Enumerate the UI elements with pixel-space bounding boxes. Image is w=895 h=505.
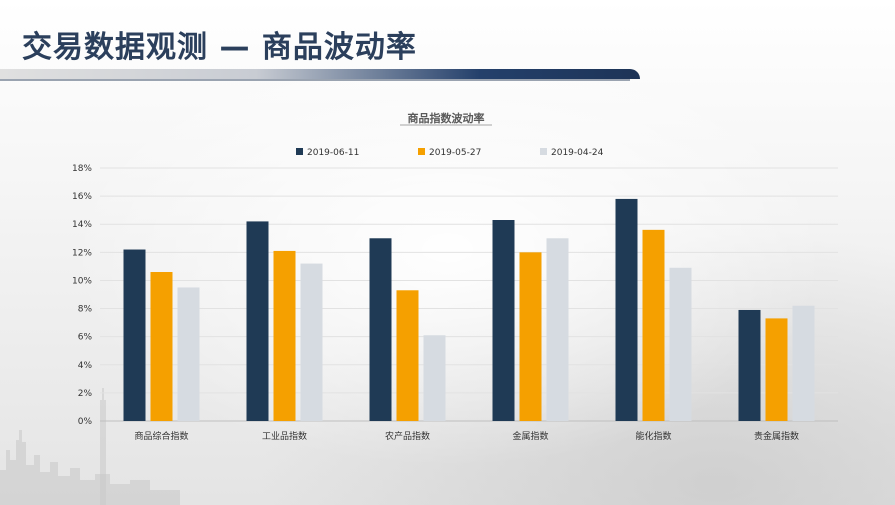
chart-bars (123, 198, 815, 421)
legend-label: 2019-06-11 (307, 148, 359, 158)
bar (738, 309, 761, 421)
x-tick-label: 贵金属指数 (754, 430, 799, 442)
y-tick-label: 6% (78, 333, 93, 343)
y-tick-label: 16% (72, 192, 92, 202)
x-tick-label: 工业品指数 (262, 430, 307, 442)
city-skyline-decoration (0, 388, 180, 505)
bar (642, 229, 665, 421)
bar (369, 238, 392, 421)
y-tick-label: 8% (78, 305, 93, 315)
y-tick-label: 0% (78, 417, 93, 427)
title-underline (0, 79, 630, 81)
bar (177, 287, 200, 421)
y-tick-label: 4% (78, 361, 93, 371)
bar (396, 290, 419, 421)
legend-label: 2019-04-24 (551, 148, 604, 158)
bar (423, 335, 446, 421)
chart-title: 商品指数波动率 (408, 111, 485, 125)
bar (615, 198, 638, 421)
legend-label: 2019-05-27 (429, 148, 481, 158)
bar (273, 250, 296, 421)
legend-swatch (418, 148, 425, 155)
y-tick-label: 10% (72, 276, 92, 286)
bar (669, 267, 692, 421)
bar (519, 252, 542, 421)
x-tick-label: 能化指数 (635, 430, 671, 442)
bar (546, 238, 569, 421)
legend-swatch (540, 148, 547, 155)
slide-title: 交易数据观测 — 商品波动率 (22, 30, 417, 65)
title-accent-bar (0, 69, 640, 79)
chart-legend: 2019-06-11 2019-05-27 2019-04-24 (296, 148, 604, 158)
bar (123, 249, 146, 421)
bar (300, 263, 323, 421)
slide-background (0, 80, 895, 505)
bar (246, 221, 269, 421)
bar (765, 318, 788, 421)
y-tick-label: 2% (78, 389, 93, 399)
x-tick-label: 农产品指数 (385, 430, 430, 442)
bar (792, 305, 815, 421)
x-tick-label: 金属指数 (512, 430, 548, 442)
chart-gridlines (100, 167, 838, 422)
x-axis-ticks: 商品综合指数 工业品指数 农产品指数 金属指数 能化指数 贵金属指数 (134, 430, 799, 442)
y-tick-label: 14% (72, 220, 92, 230)
bar (492, 220, 515, 421)
bar (150, 272, 173, 421)
y-tick-label: 12% (72, 248, 92, 258)
x-tick-label: 商品综合指数 (134, 430, 188, 442)
y-axis-ticks: 0% 2% 4% 6% 8% 10% 12% 14% 16% 18% (72, 164, 92, 427)
legend-swatch (296, 148, 303, 155)
y-tick-label: 18% (72, 164, 92, 174)
